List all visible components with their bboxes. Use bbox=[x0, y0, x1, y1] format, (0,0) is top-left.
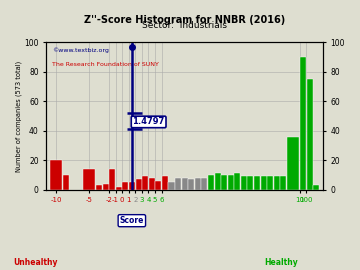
Bar bbox=[96, 185, 102, 190]
Bar bbox=[287, 137, 299, 190]
Bar bbox=[181, 178, 188, 190]
Bar bbox=[50, 160, 62, 190]
Title: Z''-Score Histogram for NNBR (2016): Z''-Score Histogram for NNBR (2016) bbox=[84, 15, 285, 25]
Bar bbox=[122, 182, 129, 190]
Text: Sector:  Industrials: Sector: Industrials bbox=[142, 21, 227, 30]
Bar bbox=[280, 176, 287, 190]
Bar bbox=[208, 175, 214, 190]
Bar bbox=[135, 179, 141, 190]
Bar bbox=[247, 176, 253, 190]
Bar bbox=[116, 187, 122, 190]
Bar bbox=[103, 184, 109, 190]
Bar bbox=[109, 169, 115, 190]
Bar bbox=[188, 179, 194, 190]
Text: 1.4797: 1.4797 bbox=[132, 117, 165, 126]
Bar bbox=[274, 176, 280, 190]
Bar bbox=[168, 182, 175, 190]
Bar bbox=[195, 178, 201, 190]
Text: Score: Score bbox=[120, 216, 144, 225]
Bar bbox=[129, 182, 135, 190]
Bar bbox=[241, 176, 247, 190]
Bar bbox=[155, 181, 161, 190]
Bar bbox=[149, 178, 155, 190]
Bar bbox=[261, 176, 267, 190]
Bar bbox=[234, 174, 240, 190]
Bar bbox=[162, 176, 168, 190]
Bar bbox=[63, 175, 69, 190]
Bar bbox=[267, 176, 273, 190]
Text: Unhealthy: Unhealthy bbox=[14, 258, 58, 267]
Bar bbox=[175, 178, 181, 190]
Bar bbox=[142, 176, 148, 190]
Bar bbox=[201, 178, 207, 190]
Y-axis label: Number of companies (573 total): Number of companies (573 total) bbox=[15, 60, 22, 172]
Text: Healthy: Healthy bbox=[264, 258, 298, 267]
Bar bbox=[228, 175, 234, 190]
Text: The Research Foundation of SUNY: The Research Foundation of SUNY bbox=[52, 62, 159, 67]
Bar bbox=[83, 169, 95, 190]
Bar bbox=[215, 174, 221, 190]
Text: ©www.textbiz.org: ©www.textbiz.org bbox=[52, 47, 109, 52]
Bar bbox=[307, 79, 313, 190]
Bar bbox=[300, 57, 306, 190]
Bar bbox=[254, 176, 260, 190]
Bar bbox=[221, 175, 227, 190]
Bar bbox=[313, 185, 319, 190]
